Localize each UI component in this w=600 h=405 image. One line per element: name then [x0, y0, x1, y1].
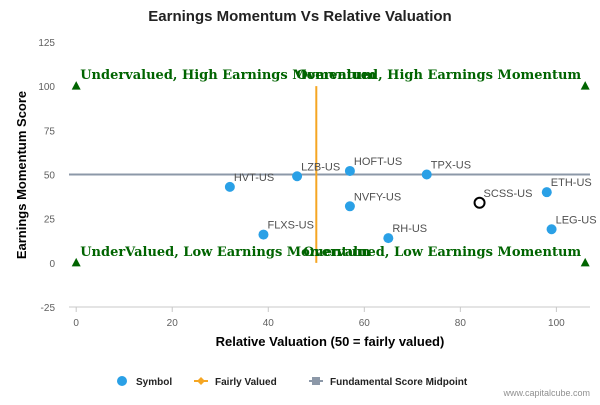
symbol-point	[224, 181, 235, 192]
y-axis-title: Earnings Momentum Score	[14, 91, 29, 259]
symbol-point-label: RH-US	[392, 223, 427, 235]
y-tick-label: 75	[44, 126, 56, 137]
quadrant-marker	[71, 257, 81, 267]
x-tick-label: 0	[73, 318, 79, 329]
x-tick-label: 60	[359, 318, 371, 329]
legend-diamond-icon	[197, 377, 205, 385]
legend-label: Fairly Valued	[215, 377, 277, 388]
symbol-point	[258, 229, 269, 240]
highlighted-point-label: SCSS-US	[484, 188, 533, 200]
y-tick-label: 125	[38, 38, 55, 49]
quadrant-marker	[71, 81, 81, 90]
quadrant-label: Overvalued, High Earnings Momentum	[296, 68, 581, 83]
symbol-point	[541, 187, 552, 198]
symbol-point	[421, 169, 432, 180]
y-tick-label: 0	[49, 259, 55, 270]
x-tick-label: 80	[455, 318, 467, 329]
quadrant-label: Undervalued, High Earnings Momentum	[80, 68, 376, 83]
symbol-point-label: LZB-US	[301, 161, 340, 173]
symbol-point	[344, 165, 355, 176]
legend: Symbol Fairly Valued Fundamental Score Mid…	[117, 376, 468, 388]
legend-symbol-icon	[117, 376, 127, 386]
symbol-point-label: LEG-US	[556, 214, 597, 226]
legend-square-icon	[312, 377, 320, 385]
symbol-point-label: ETH-US	[551, 177, 592, 189]
credit-text: www.capitalcube.com	[502, 388, 590, 398]
symbol-point-label: HVT-US	[234, 172, 274, 184]
legend-label: Symbol	[136, 377, 172, 388]
x-tick-label: 100	[548, 318, 565, 329]
symbol-point-label: HOFT-US	[354, 156, 402, 168]
symbol-point	[546, 224, 557, 235]
symbol-point	[344, 201, 355, 212]
symbol-point-label: TPX-US	[431, 160, 471, 172]
quadrant-marker	[580, 257, 590, 267]
chart-title: Earnings Momentum Vs Relative Valuation	[148, 8, 451, 25]
legend-label: Fundamental Score Midpoint	[330, 377, 468, 388]
y-tick-label: 100	[38, 82, 55, 93]
y-tick-label: 25	[44, 215, 56, 226]
quadrant-marker	[580, 81, 590, 90]
x-tick-label: 20	[167, 318, 179, 329]
y-tick-label: 50	[44, 171, 56, 182]
highlighted-point	[473, 196, 486, 209]
quadrant-label: Overvalued, Low Earnings Momentum	[303, 245, 581, 260]
symbol-point-label: FLXS-US	[267, 220, 313, 232]
symbol-point-label: NVFY-US	[354, 191, 401, 203]
y-tick-label: -25	[41, 303, 56, 314]
symbol-point	[292, 171, 303, 182]
x-axis-title: Relative Valuation (50 = fairly valued)	[216, 334, 445, 349]
symbol-point	[383, 233, 394, 244]
quadrant-label: UnderValued, Low Earnings Momentum	[80, 245, 371, 260]
x-tick-label: 40	[263, 318, 275, 329]
plot-area: -25 0 25 50 75 100 125 0 20 40 60 80 100 Undervalued,…	[38, 38, 596, 329]
